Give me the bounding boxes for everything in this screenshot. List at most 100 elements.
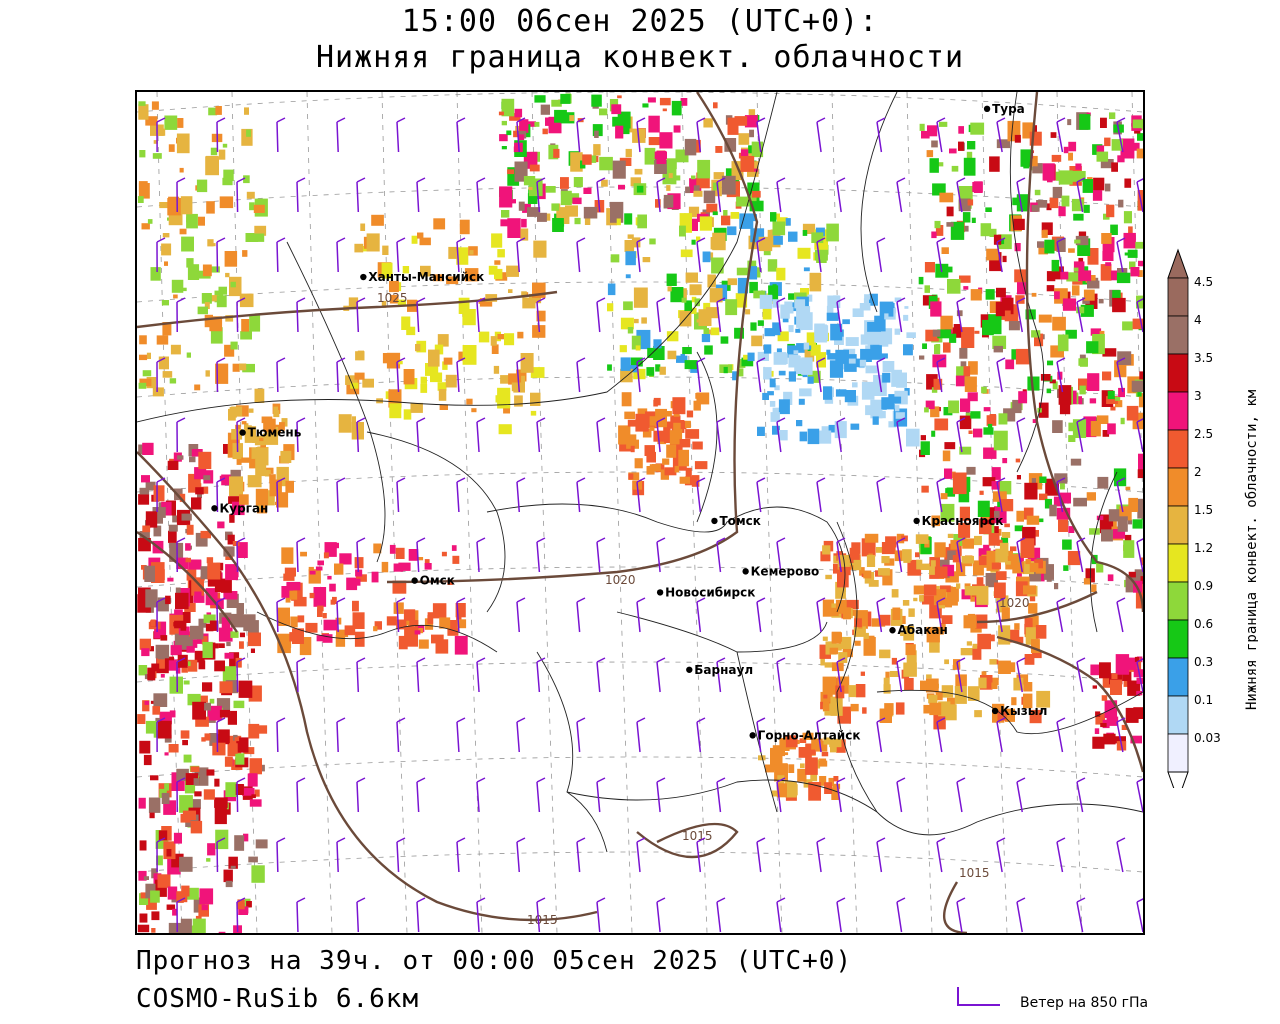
cloud-cell	[1044, 498, 1052, 509]
cloud-cell	[1024, 618, 1033, 627]
cloud-cell	[821, 751, 829, 757]
wind-barb	[396, 477, 406, 513]
wind-barb	[816, 837, 826, 873]
cloud-cell	[354, 557, 364, 569]
cloud-cell	[200, 530, 211, 539]
cloud-cell	[634, 318, 639, 324]
cloud-cell	[195, 532, 208, 547]
cloud-cell	[1013, 677, 1024, 691]
wind-barb	[1116, 117, 1126, 153]
cloud-cell	[1100, 723, 1107, 728]
title-line-1: 15:00 06сен 2025 (UTC+0):	[401, 4, 879, 39]
cloud-cell	[967, 686, 980, 701]
cloud-cell	[418, 628, 424, 634]
cloud-cell	[520, 353, 534, 373]
cloud-cell	[820, 551, 831, 562]
cloud-cell	[927, 125, 938, 137]
cloud-cell	[1067, 119, 1072, 126]
cloud-cell	[147, 667, 156, 681]
cloud-cell	[204, 302, 210, 309]
wind-barb	[836, 897, 846, 933]
cloud-cell	[976, 577, 984, 586]
cloud-cell	[730, 212, 740, 219]
cloud-cell	[1103, 733, 1116, 745]
cloud-cell	[401, 316, 411, 330]
cloud-cell	[777, 331, 789, 342]
cloud-cell	[218, 931, 226, 933]
wind-barb	[576, 357, 586, 393]
cloud-cell	[641, 317, 647, 324]
legend-swatch	[1167, 543, 1189, 583]
cloud-cell	[1049, 504, 1057, 517]
cloud-cell	[1014, 134, 1021, 143]
cloud-cell	[990, 634, 995, 642]
cloud-cell	[206, 769, 215, 776]
cloud-cell	[691, 475, 700, 487]
wind-barb	[416, 897, 426, 933]
cloud-cell	[772, 425, 780, 435]
cloud-cell	[842, 319, 850, 325]
cloud-cell	[681, 297, 687, 303]
wind-barb	[1016, 177, 1026, 213]
wind-barb	[336, 597, 346, 633]
wind-barb	[176, 537, 186, 573]
cloud-cell	[138, 870, 147, 881]
cloud-cell	[173, 294, 178, 299]
cloud-cell	[946, 206, 954, 217]
cloud-cell	[1127, 249, 1138, 258]
cloud-cell	[214, 660, 225, 672]
cloud-cell	[210, 327, 223, 344]
wind-barb	[216, 357, 226, 393]
cloud-cell	[456, 614, 462, 622]
legend-top-arrow	[1167, 248, 1189, 279]
cloud-cell	[805, 757, 818, 775]
cloud-cell	[230, 341, 238, 350]
cloud-cell	[962, 212, 971, 223]
cloud-cell	[987, 423, 993, 429]
cloud-cell	[371, 571, 379, 583]
cloud-cell	[601, 179, 608, 187]
cloud-cell	[685, 467, 692, 477]
cloud-cell	[570, 152, 583, 172]
cloud-cell	[906, 428, 920, 447]
cloud-cell	[309, 570, 316, 575]
cloud-cell	[900, 632, 905, 636]
cloud-cell	[878, 568, 890, 576]
cloud-cell	[386, 616, 397, 626]
cloud-cell	[168, 659, 179, 671]
cloud-cell	[478, 331, 490, 343]
cloud-cell	[798, 398, 805, 405]
city-dot	[749, 732, 756, 739]
cloud-cell	[235, 424, 241, 431]
admin-border	[566, 779, 1143, 836]
cloud-cell	[424, 559, 430, 566]
cloud-cell	[1068, 248, 1075, 253]
cloud-cell	[170, 657, 175, 665]
cloud-cell	[216, 295, 227, 308]
cloud-cell	[565, 205, 578, 217]
cloud-cell	[459, 219, 470, 235]
cloud-cell	[417, 557, 424, 561]
cloud-cell	[788, 371, 796, 382]
cloud-cell	[794, 299, 806, 309]
cloud-cell	[1102, 371, 1112, 381]
cloud-cell	[783, 752, 789, 756]
wind-barb	[576, 477, 586, 513]
cloud-cell	[1053, 496, 1063, 507]
cloud-cell	[1057, 334, 1069, 352]
cloud-cell	[157, 720, 172, 739]
cloud-cell	[1001, 607, 1010, 621]
cloud-cell	[865, 365, 878, 374]
cloud-cell	[344, 625, 356, 636]
cloud-cell	[1050, 132, 1057, 138]
cloud-cell	[832, 643, 842, 651]
cloud-cell	[799, 312, 813, 330]
cloud-cell	[225, 564, 238, 581]
cloud-cell	[514, 395, 523, 407]
cloud-cell	[1090, 328, 1102, 336]
isobar-line	[976, 92, 1143, 624]
wind-barb	[396, 237, 406, 273]
cloud-cell	[285, 480, 294, 493]
cloud-cell	[920, 435, 926, 441]
cloud-cell	[530, 392, 541, 406]
